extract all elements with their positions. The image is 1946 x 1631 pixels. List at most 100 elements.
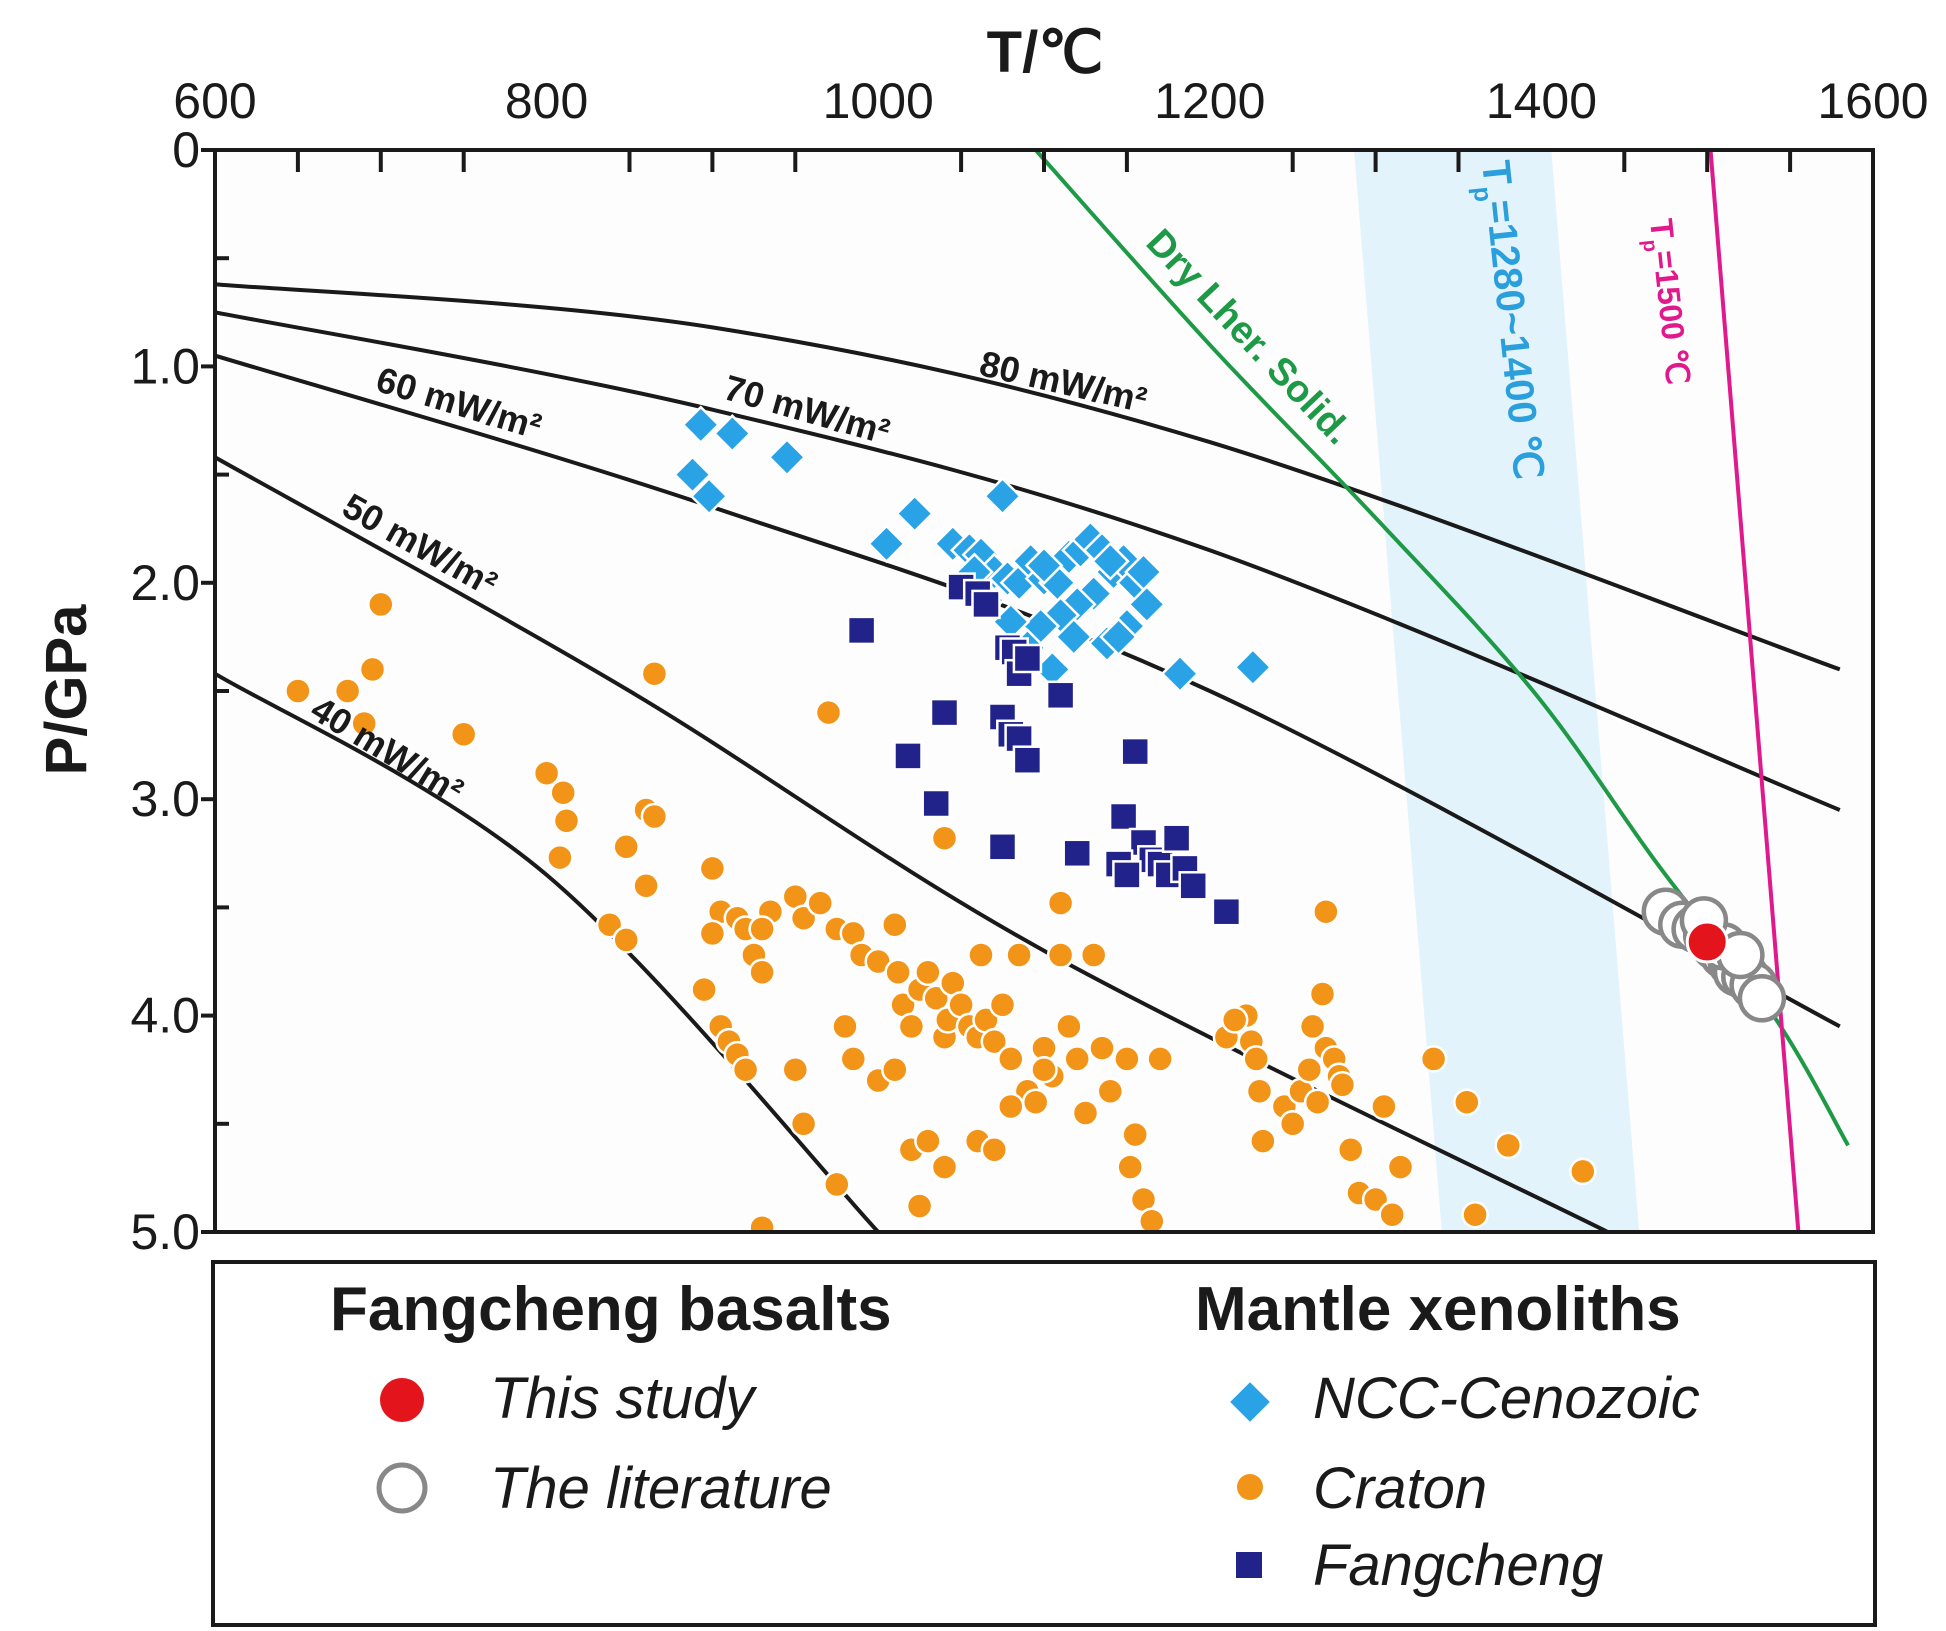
craton-point bbox=[814, 698, 843, 727]
craton-point bbox=[612, 926, 640, 954]
craton-point bbox=[1046, 941, 1075, 969]
y-axis-title: P/GPa bbox=[34, 604, 99, 776]
legend-marker-fangcheng bbox=[1236, 1552, 1262, 1578]
fangcheng-point bbox=[921, 788, 951, 819]
fangcheng-point bbox=[1178, 871, 1208, 901]
craton-point bbox=[1378, 1200, 1406, 1229]
ncc-cenozoic-point bbox=[1054, 617, 1094, 657]
ncc-cenozoic-point bbox=[1124, 552, 1163, 592]
tp-1500-label-sub: p bbox=[1638, 239, 1661, 253]
ncc-cenozoic-point bbox=[1233, 647, 1273, 687]
legend-marker-craton bbox=[1237, 1474, 1263, 1500]
legend-heading-xenoliths: Mantle xenoliths bbox=[1195, 1275, 1681, 1344]
craton-point bbox=[967, 941, 995, 969]
craton-point bbox=[1096, 1077, 1125, 1106]
ncc-cenozoic-point bbox=[689, 476, 729, 516]
legend-label-craton: Craton bbox=[1313, 1456, 1487, 1521]
legend-box bbox=[211, 1260, 1877, 1627]
craton-point bbox=[914, 958, 942, 987]
craton-point bbox=[1245, 1077, 1274, 1106]
craton-point bbox=[1303, 1088, 1332, 1116]
fangcheng-point bbox=[846, 615, 877, 646]
this-study-point bbox=[1685, 920, 1729, 964]
craton-point bbox=[367, 590, 395, 619]
craton-point bbox=[988, 991, 1017, 1019]
geotherm-40-line bbox=[215, 671, 880, 1232]
craton-point bbox=[1336, 1136, 1365, 1164]
fangcheng-point bbox=[1012, 745, 1043, 775]
ncc-cenozoic-point bbox=[1024, 546, 1064, 585]
craton-point bbox=[1494, 1131, 1522, 1160]
legend-marker-literature bbox=[376, 1462, 428, 1514]
point-layer bbox=[284, 405, 1787, 1232]
craton-point bbox=[1021, 1088, 1050, 1116]
craton-point bbox=[1113, 1045, 1141, 1073]
ncc-cenozoic-point bbox=[767, 437, 807, 477]
craton-point bbox=[1138, 1207, 1166, 1232]
craton-point bbox=[1242, 1045, 1270, 1073]
ncc-cenozoic-point bbox=[867, 524, 906, 564]
craton-point bbox=[449, 720, 478, 749]
ncc-cenozoic-point bbox=[1090, 541, 1130, 581]
tp-band-area bbox=[1354, 150, 1640, 1232]
craton-point bbox=[1295, 1055, 1324, 1084]
craton-point bbox=[997, 1045, 1025, 1073]
craton-point bbox=[1370, 1092, 1398, 1121]
ncc-cenozoic-point bbox=[681, 405, 721, 445]
fangcheng-point bbox=[929, 697, 960, 728]
craton-point bbox=[1453, 1088, 1481, 1116]
craton-point bbox=[1063, 1045, 1091, 1073]
craton-point bbox=[980, 1136, 1009, 1164]
ncc-cenozoic-point bbox=[1099, 617, 1139, 657]
fangcheng-point bbox=[893, 741, 923, 771]
tp-1500-line bbox=[1708, 150, 1801, 1232]
craton-point bbox=[1046, 889, 1075, 917]
craton-point bbox=[546, 843, 574, 872]
craton-point bbox=[748, 915, 776, 943]
craton-point bbox=[1220, 1006, 1249, 1034]
craton-point bbox=[831, 1012, 859, 1041]
fangcheng-point bbox=[1045, 680, 1076, 711]
craton-point bbox=[1116, 1153, 1144, 1181]
craton-point bbox=[997, 1092, 1025, 1121]
craton-point bbox=[284, 677, 312, 705]
craton-point bbox=[549, 778, 577, 807]
legend-heading-basalts: Fangcheng basalts bbox=[330, 1275, 892, 1344]
x-tick-label: 1200 bbox=[1154, 73, 1265, 129]
y-tick-label: 4.0 bbox=[130, 988, 200, 1044]
y-tick-label: 0 bbox=[172, 122, 200, 178]
ncc-cenozoic-point bbox=[1160, 654, 1200, 694]
craton-point bbox=[1386, 1153, 1415, 1181]
x-tick-label: 800 bbox=[505, 73, 588, 129]
craton-point bbox=[897, 1012, 926, 1041]
fangcheng-point bbox=[946, 572, 976, 602]
craton-point bbox=[1055, 1012, 1083, 1041]
legend-marker-this-study bbox=[380, 1378, 424, 1422]
fangcheng-point bbox=[1012, 643, 1043, 674]
background-layer bbox=[1354, 150, 1640, 1232]
y-tick-label: 5.0 bbox=[130, 1204, 200, 1260]
craton-point bbox=[748, 1213, 776, 1232]
craton-point bbox=[1079, 941, 1108, 969]
x-tick-label: 1000 bbox=[823, 73, 934, 129]
craton-point bbox=[884, 958, 912, 987]
craton-point bbox=[1419, 1045, 1448, 1073]
craton-point bbox=[1249, 1127, 1277, 1155]
fangcheng-point bbox=[1108, 801, 1139, 832]
craton-point bbox=[532, 759, 561, 787]
geotherm-80-line bbox=[215, 282, 1841, 672]
craton-point bbox=[358, 655, 387, 684]
ncc-cenozoic-point bbox=[983, 476, 1022, 516]
craton-point bbox=[350, 709, 378, 738]
craton-point bbox=[980, 1027, 1009, 1056]
ncc-cenozoic-point bbox=[712, 414, 752, 453]
ncc-cenozoic-point bbox=[673, 455, 712, 495]
craton-point bbox=[781, 1055, 810, 1084]
fangcheng-point bbox=[1211, 896, 1242, 927]
craton-point bbox=[552, 807, 581, 835]
craton-point bbox=[823, 1170, 851, 1199]
craton-point bbox=[731, 1055, 760, 1084]
fangcheng-point bbox=[971, 589, 1001, 620]
craton-point bbox=[1569, 1157, 1597, 1186]
craton-point bbox=[914, 1127, 942, 1155]
